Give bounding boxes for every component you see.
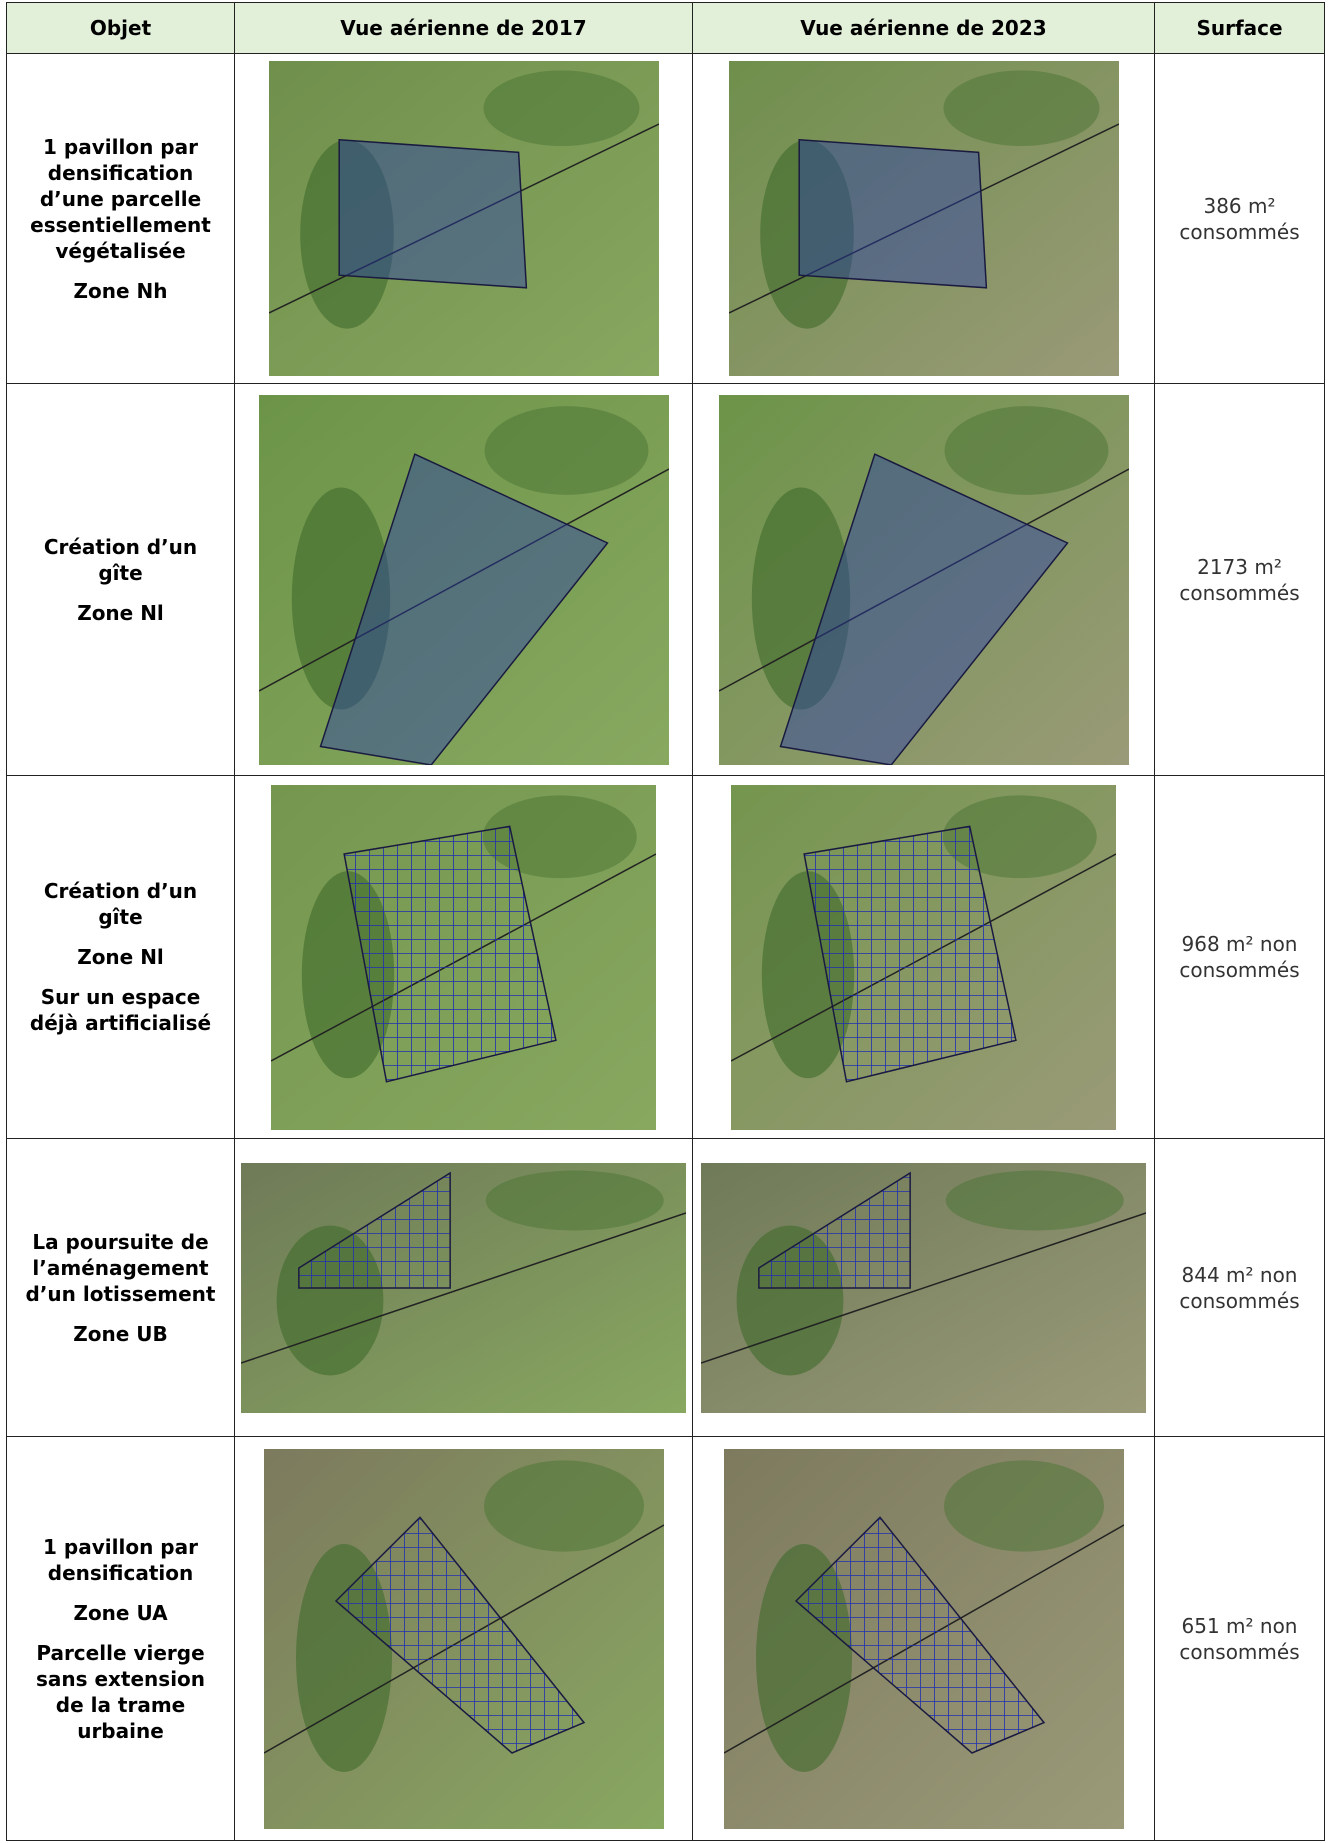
- column-header: Vue aérienne de 2017: [234, 2, 693, 54]
- photo-cell: [234, 53, 693, 384]
- objet-text: Zone Nl: [77, 945, 164, 969]
- parcel-line: [728, 123, 1119, 314]
- objet-text: Zone Nl: [77, 600, 164, 625]
- objet-cell: 1 pavillon par densification d’une parce…: [6, 53, 235, 384]
- photo-cell: [234, 1138, 693, 1437]
- aerial-photo: [263, 1448, 664, 1829]
- tree-shadow: [482, 794, 637, 878]
- photo-cell: [692, 383, 1155, 776]
- tree-shadow: [485, 1170, 664, 1230]
- tree-shadow: [759, 139, 854, 329]
- aerial-photo: [731, 784, 1116, 1130]
- tree-shadow: [483, 70, 639, 147]
- objet-text: Sur un espace déjà artificialisé: [29, 985, 212, 1035]
- zone-outline: [779, 452, 1069, 765]
- objet-text: Zone UA: [73, 1600, 168, 1625]
- tree-shadow: [943, 70, 1099, 147]
- zone-outline: [298, 1171, 451, 1289]
- zone-outline: [343, 825, 557, 1083]
- aerial-photo: [271, 784, 656, 1130]
- aerial-photo: [701, 1162, 1146, 1413]
- parcel-line: [241, 1211, 686, 1364]
- surface-cell: 651 m² non consommés: [1154, 1436, 1325, 1841]
- photo-cell: [234, 383, 693, 776]
- zone-outline: [797, 138, 987, 289]
- zone-outline: [319, 452, 609, 765]
- header-row: Objet Vue aérienne de 2017 Vue aérienne de…: [6, 2, 1325, 54]
- objet-text: Zone UB: [73, 1321, 168, 1346]
- photo-cell: [234, 775, 693, 1139]
- zone-outline: [758, 1171, 911, 1289]
- zone-outline: [803, 825, 1017, 1083]
- table-row: La poursuite de l’aménagement d’un lotis…: [6, 1138, 1325, 1437]
- tree-shadow: [299, 139, 394, 329]
- aerial-photo: [258, 394, 669, 765]
- objet-text: 1 pavillon par densification: [43, 1534, 198, 1585]
- aerial-photo: [723, 1448, 1124, 1829]
- table-row: Création d’un gîte Zone Nl 2173 m² consomm…: [6, 383, 1325, 776]
- parcel-line: [258, 467, 669, 692]
- parcel-line: [268, 123, 659, 314]
- tree-shadow: [945, 1170, 1124, 1230]
- aerial-photo: [241, 1162, 686, 1413]
- photo-cell: [692, 775, 1155, 1139]
- surface-cell: 2173 m² consommés: [1154, 383, 1325, 776]
- objet-text: Parcelle vierge sans extension de la tra…: [35, 1640, 206, 1743]
- photo-cell: [234, 1436, 693, 1841]
- objet-text: La poursuite de l’aménagement d’un lotis…: [25, 1229, 216, 1306]
- consumption-table: Objet Vue aérienne de 2017 Vue aérienne de…: [6, 2, 1325, 1841]
- parcel-line: [701, 1211, 1146, 1364]
- column-header: Objet: [6, 2, 235, 54]
- tree-shadow: [483, 1459, 644, 1552]
- tree-shadow: [942, 794, 1097, 878]
- surface-cell: 844 m² non consommés: [1154, 1138, 1325, 1437]
- surface-cell: 386 m² consommés: [1154, 53, 1325, 384]
- tree-shadow: [944, 405, 1108, 495]
- tree-shadow: [943, 1459, 1104, 1552]
- column-header: Vue aérienne de 2023: [692, 2, 1155, 54]
- zone-outline: [337, 138, 527, 289]
- tree-shadow: [291, 487, 390, 709]
- surface-cell: 968 m² non consommés: [1154, 775, 1325, 1139]
- photo-cell: [692, 1436, 1155, 1841]
- objet-text: Création d’un gîte: [43, 879, 198, 929]
- photo-cell: [692, 53, 1155, 384]
- objet-cell: Création d’un gîte Zone Nl Sur un espace d…: [6, 775, 235, 1139]
- tree-shadow: [751, 487, 850, 709]
- parcel-line: [718, 467, 1129, 692]
- tree-shadow: [484, 405, 648, 495]
- objet-text: Zone Nh: [73, 278, 168, 303]
- table-row: Création d’un gîte Zone Nl Sur un espace d…: [6, 775, 1325, 1139]
- objet-text: 1 pavillon par densification d’une parce…: [30, 134, 211, 263]
- objet-text: Création d’un gîte: [43, 534, 198, 585]
- aerial-photo: [268, 61, 659, 376]
- zone-outline: [334, 1515, 585, 1754]
- aerial-photo: [728, 61, 1119, 376]
- objet-cell: La poursuite de l’aménagement d’un lotis…: [6, 1138, 235, 1437]
- table-row: 1 pavillon par densification Zone UA Parce…: [6, 1436, 1325, 1841]
- photo-cell: [692, 1138, 1155, 1437]
- objet-cell: Création d’un gîte Zone Nl: [6, 383, 235, 776]
- zone-outline: [794, 1515, 1045, 1754]
- column-header: Surface: [1154, 2, 1325, 54]
- objet-cell: 1 pavillon par densification Zone UA Parce…: [6, 1436, 235, 1841]
- table-row: 1 pavillon par densification d’une parce…: [6, 53, 1325, 384]
- aerial-photo: [718, 394, 1129, 765]
